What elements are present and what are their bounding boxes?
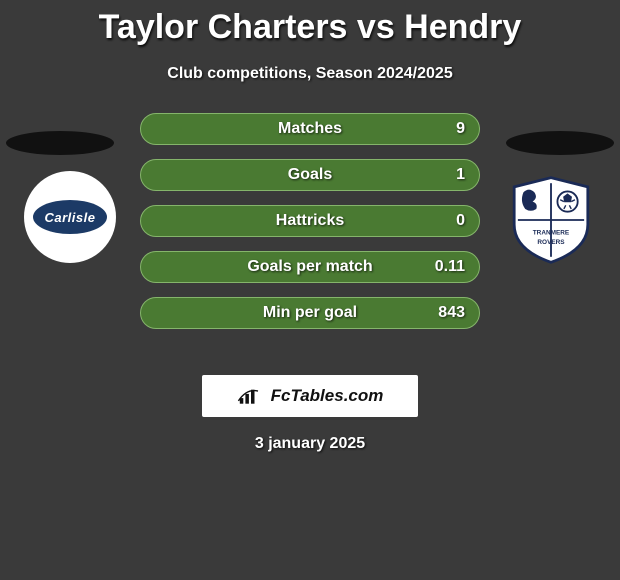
player-shadow-left [6, 131, 114, 155]
stat-bars: Matches 9 Goals 1 Hattricks 0 Goals per … [140, 113, 480, 343]
stat-label: Goals [288, 166, 332, 184]
stat-value: 9 [456, 120, 465, 138]
stat-bar: Hattricks 0 [140, 205, 480, 237]
stat-label: Hattricks [276, 212, 344, 230]
tranmere-crest-icon: TRANMERE ROVERS [505, 174, 597, 266]
comparison-stage: Carlisle TRANMERE ROVERS Matches 9 Goals… [0, 113, 620, 363]
stat-bar: Goals 1 [140, 159, 480, 191]
club-crest-left-label: Carlisle [33, 200, 107, 234]
stat-value: 0 [456, 212, 465, 230]
club-crest-left: Carlisle [24, 171, 116, 263]
source-logo-text: FcTables.com [271, 386, 384, 406]
svg-text:TRANMERE: TRANMERE [533, 230, 570, 237]
bar-chart-icon [237, 385, 265, 407]
stat-value: 1 [456, 166, 465, 184]
snapshot-date: 3 january 2025 [0, 435, 620, 453]
player-shadow-right [506, 131, 614, 155]
stat-value: 0.11 [435, 258, 465, 276]
stat-value: 843 [438, 304, 465, 322]
svg-text:ROVERS: ROVERS [537, 239, 565, 246]
page-subtitle: Club competitions, Season 2024/2025 [0, 65, 620, 83]
stat-label: Goals per match [247, 258, 372, 276]
stat-label: Matches [278, 120, 342, 138]
stat-bar: Min per goal 843 [140, 297, 480, 329]
stat-bar: Goals per match 0.11 [140, 251, 480, 283]
stat-label: Min per goal [263, 304, 357, 322]
page-title: Taylor Charters vs Hendry [0, 0, 620, 47]
source-logo: FcTables.com [202, 375, 418, 417]
stat-bar: Matches 9 [140, 113, 480, 145]
club-crest-right: TRANMERE ROVERS [502, 171, 600, 269]
